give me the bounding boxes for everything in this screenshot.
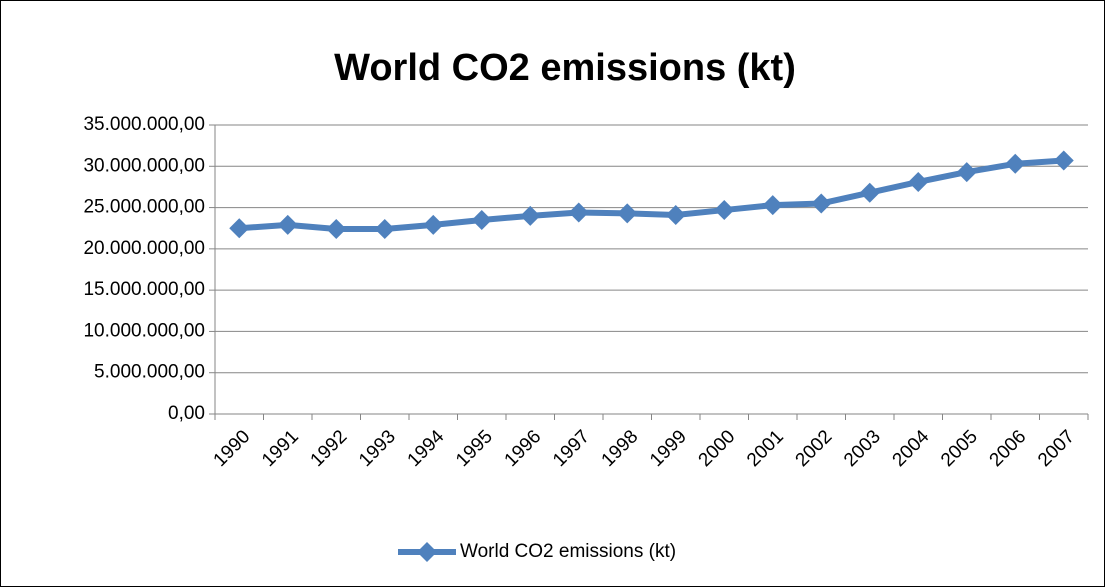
marker <box>1005 153 1026 174</box>
marker <box>326 219 347 240</box>
y-tick-label: 20.000.000,00 <box>83 238 205 259</box>
y-tick-label: 5.000.000,00 <box>94 362 205 383</box>
marker <box>520 205 541 226</box>
marker <box>956 162 977 183</box>
y-tick-label: 15.000.000,00 <box>83 279 205 300</box>
marker <box>423 214 444 235</box>
marker <box>811 193 832 214</box>
marker <box>568 202 589 223</box>
y-tick-label: 30.000.000,00 <box>83 155 205 176</box>
y-tick-label: 35.000.000,00 <box>83 114 205 135</box>
legend-label: World CO2 emissions (kt) <box>460 541 676 562</box>
marker <box>277 214 298 235</box>
marker <box>1053 150 1074 171</box>
y-tick-label: 0,00 <box>168 403 205 424</box>
marker <box>762 195 783 216</box>
y-tick-label: 25.000.000,00 <box>83 197 205 218</box>
marker <box>665 205 686 226</box>
chart-title: World CO2 emissions (kt) <box>334 47 796 89</box>
marker <box>908 171 929 192</box>
marker <box>859 182 880 203</box>
marker <box>229 218 250 239</box>
marker <box>471 209 492 230</box>
legend-marker <box>417 542 437 562</box>
marker <box>374 219 395 240</box>
marker <box>714 200 735 221</box>
y-tick-label: 10.000.000,00 <box>83 320 205 341</box>
marker <box>617 203 638 224</box>
